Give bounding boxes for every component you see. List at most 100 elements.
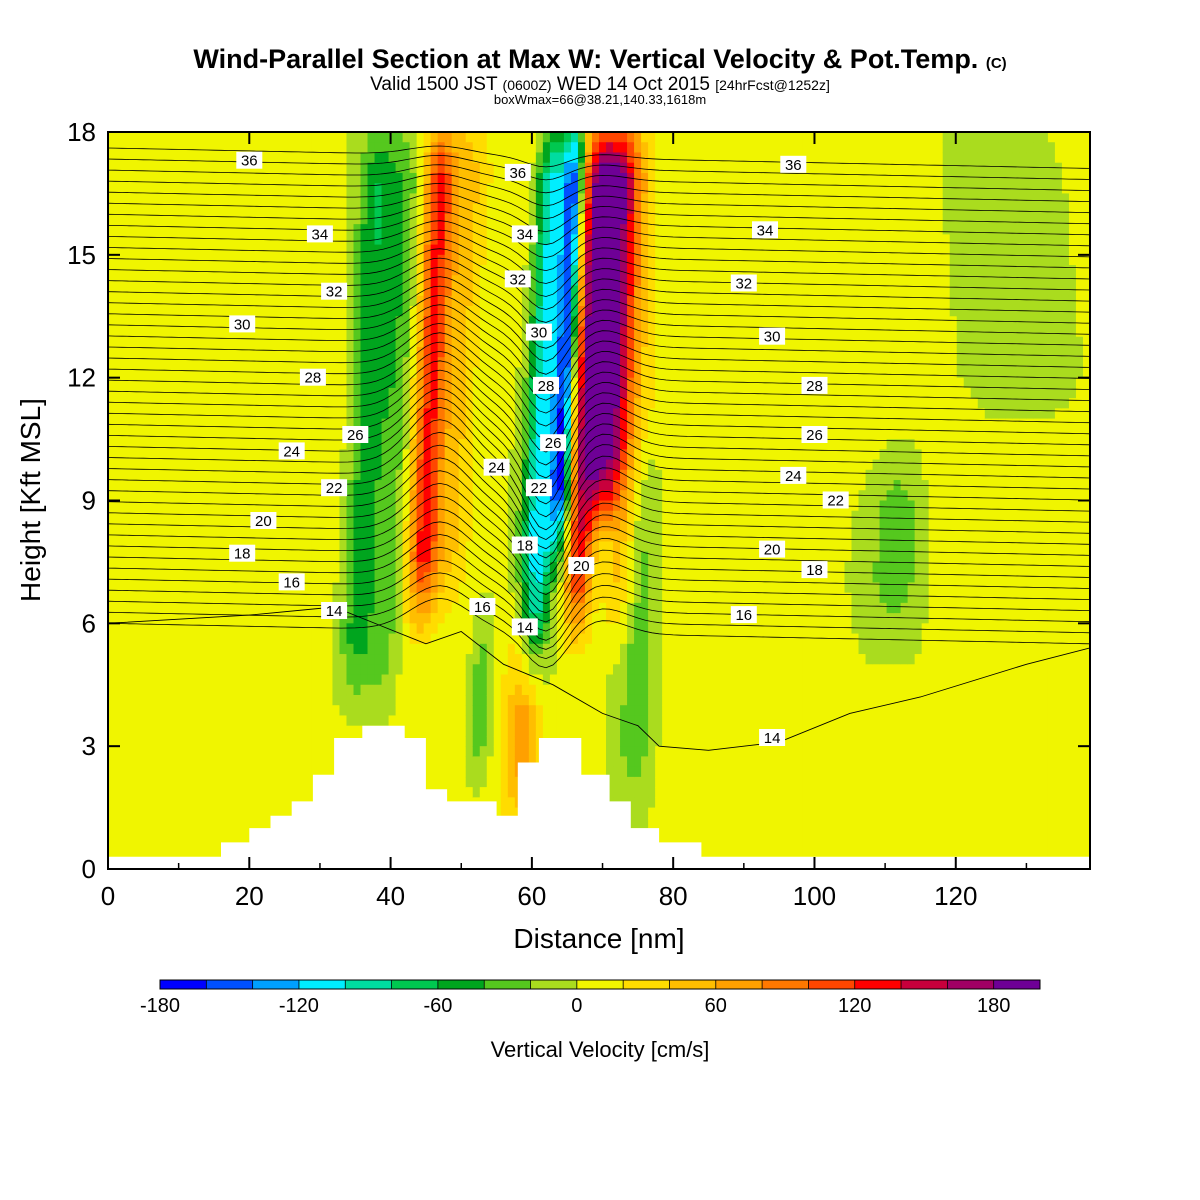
velocity-cell [262,746,270,758]
velocity-cell [199,469,207,481]
velocity-cell [129,582,137,594]
velocity-cell [577,705,586,717]
velocity-cell [367,613,376,624]
velocity-cell [115,428,123,440]
velocity-cell [150,520,158,532]
velocity-cell [115,367,123,379]
velocity-cell [577,715,586,727]
velocity-cell [150,551,158,563]
velocity-cell [213,817,221,829]
velocity-cell [332,623,341,635]
velocity-cell [507,582,516,594]
velocity-cell [430,572,439,583]
velocity-cell [311,592,320,604]
velocity-cell [577,213,586,225]
velocity-cell [360,664,369,676]
velocity-cell [325,244,334,256]
velocity-cell [269,428,277,440]
velocity-cell [276,480,284,491]
velocity-cell [290,418,298,430]
velocity-cell [122,654,130,665]
velocity-cell [143,490,151,502]
velocity-cell [199,480,207,491]
velocity-cell [206,459,214,471]
velocity-cell [542,234,551,246]
velocity-cell [220,439,228,450]
velocity-cell [199,183,207,195]
velocity-cell [458,285,467,297]
velocity-cell [262,193,270,205]
velocity-cell [472,643,481,655]
velocity-cell [360,265,369,276]
velocity-cell [129,561,137,573]
velocity-cell [542,592,551,604]
velocity-cell [262,224,270,235]
velocity-cell [171,132,179,143]
velocity-cell [269,213,277,225]
velocity-cell [129,193,137,205]
velocity-cell [472,234,481,246]
velocity-cell [150,162,158,174]
velocity-cell [500,408,509,420]
velocity-cell [514,674,523,686]
velocity-cell [115,285,123,297]
velocity-cell [430,275,439,287]
velocity-cell [332,234,341,246]
velocity-cell [465,142,474,154]
velocity-cell [108,336,116,348]
velocity-cell [332,316,341,328]
velocity-cell [122,705,130,717]
velocity-cell [577,357,586,369]
velocity-cell [388,193,397,205]
velocity-cell [157,807,165,819]
velocity-cell [381,367,390,379]
velocity-cell [507,643,516,655]
velocity-cell [192,244,200,256]
velocity-cell [472,224,481,235]
velocity-cell [304,398,313,409]
velocity-cell [220,265,228,276]
velocity-cell [465,531,474,543]
velocity-cell [199,510,207,522]
velocity-cell [437,674,446,686]
velocity-cell [269,203,277,215]
velocity-cell [192,735,200,747]
velocity-cell [577,459,586,471]
velocity-cell [563,715,572,727]
velocity-cell [143,439,151,450]
velocity-cell [290,756,298,768]
velocity-cell [318,295,327,307]
velocity-cell [143,203,151,215]
velocity-cell [276,183,284,195]
velocity-cell [304,193,313,205]
velocity-cell [136,510,144,522]
velocity-cell [178,623,186,635]
velocity-cell [276,520,284,532]
velocity-cell [486,418,495,430]
velocity-cell [234,418,242,430]
title-copyright: (C) [985,55,1007,72]
velocity-cell [220,490,228,502]
velocity-cell [269,172,277,184]
velocity-cell [255,418,263,430]
velocity-cell [577,654,586,665]
velocity-cell [500,766,509,778]
velocity-cell [430,684,439,696]
velocity-cell [367,633,376,645]
velocity-cell [430,357,439,369]
velocity-cell [451,623,460,635]
velocity-cell [409,285,418,297]
velocity-cell [381,306,390,317]
velocity-cell [234,183,242,195]
velocity-cell [416,490,425,502]
velocity-cell [108,582,116,594]
velocity-cell [584,172,593,184]
velocity-cell [542,572,551,583]
velocity-cell [346,162,355,174]
velocity-cell [577,152,586,164]
velocity-cell [395,234,404,246]
velocity-cell [255,817,263,829]
velocity-cell [192,428,200,440]
velocity-cell [276,326,284,338]
velocity-cell [108,602,116,614]
